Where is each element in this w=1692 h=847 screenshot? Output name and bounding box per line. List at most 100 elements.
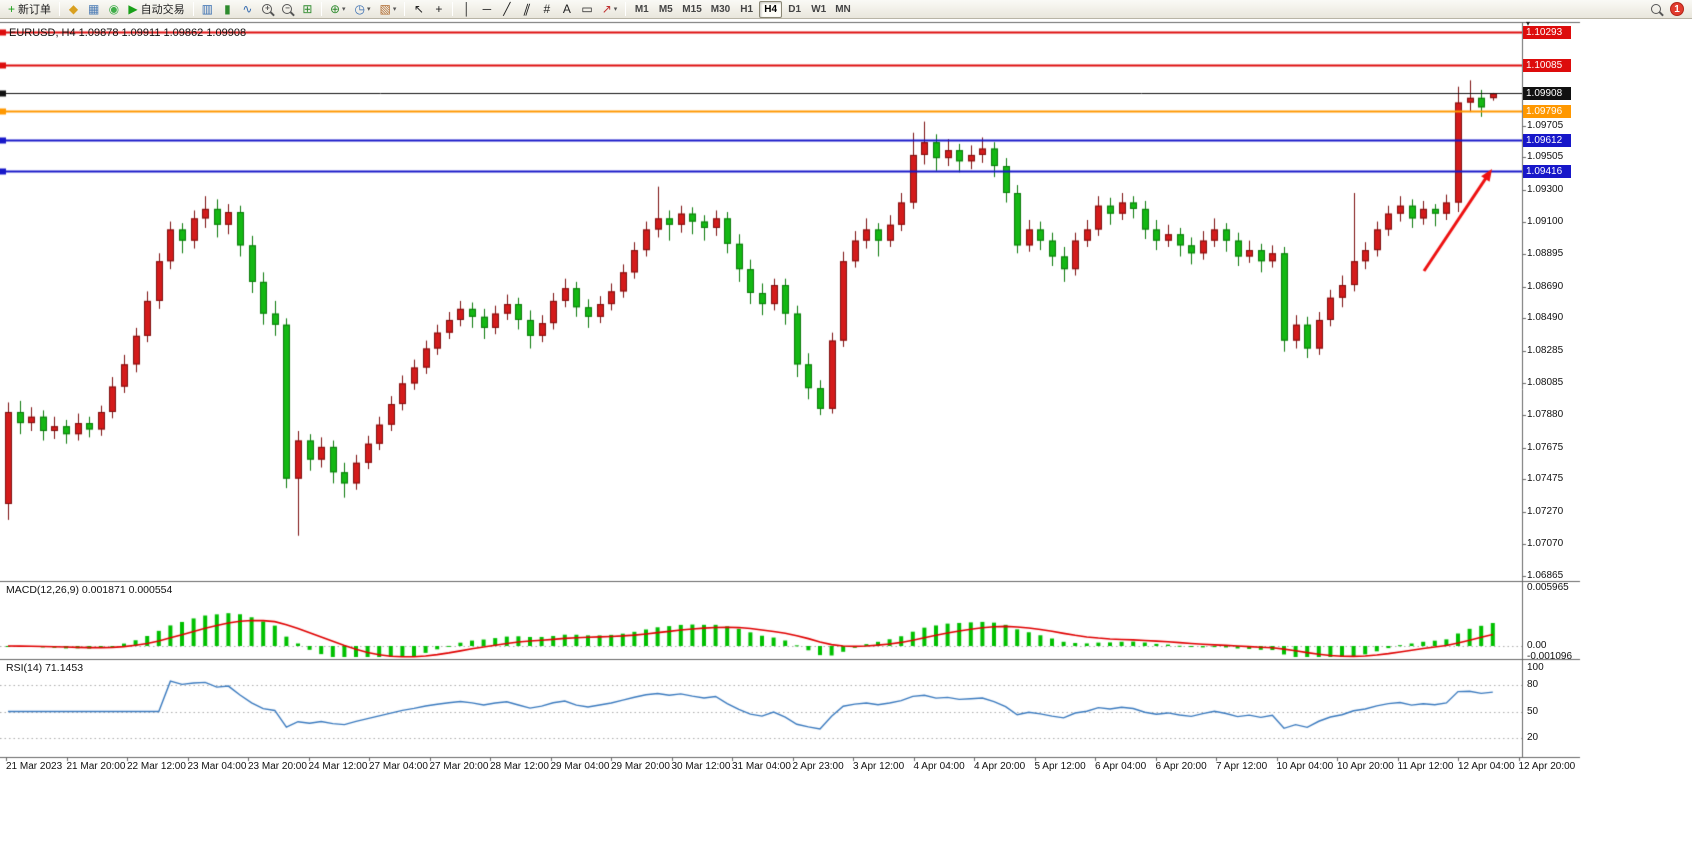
time-axis-label: 22 Mar 12:00 — [127, 761, 186, 772]
chart-window[interactable]: EURUSD, H4 1.09878 1.09911 1.09862 1.099… — [0, 19, 1692, 847]
time-axis-label: 28 Mar 12:00 — [490, 761, 549, 772]
macd-label: MACD(12,26,9) 0.001871 0.000554 — [6, 584, 173, 596]
data-window-icon[interactable]: ▦ — [84, 1, 103, 18]
price-axis-label: 1.08490 — [1527, 312, 1564, 324]
timeframe-mn[interactable]: MN — [835, 3, 851, 15]
price-line-badge: 1.10293 — [1523, 25, 1571, 39]
label-icon[interactable]: ▭ — [577, 1, 596, 18]
market-watch-icon[interactable]: ◆ — [64, 1, 83, 18]
time-axis-label: 23 Mar 04:00 — [187, 761, 247, 772]
horizontal-line-icon[interactable]: ─ — [477, 1, 496, 18]
dropdown-caret-icon[interactable]: ▾ — [392, 6, 397, 13]
time-axis-label: 7 Apr 12:00 — [1216, 761, 1268, 772]
new-order-button-label: 新订单 — [18, 4, 52, 16]
timeframe-h4[interactable]: H4 — [759, 0, 783, 18]
timeframe-m15[interactable]: M15 — [682, 3, 702, 15]
time-axis-label: 31 Mar 04:00 — [732, 761, 791, 772]
price-chart-canvas[interactable] — [0, 19, 1692, 847]
horizontal-line-icon: ─ — [482, 2, 492, 16]
templates-icon[interactable]: ▧ ▾ — [376, 1, 401, 18]
trendline-icon[interactable]: ╱ — [497, 1, 516, 18]
search-icon[interactable] — [1646, 1, 1665, 18]
main-toolbar: + 新订单 ◆ ▦ ◉ ▶ 自动交易 ▥ ▮ ∿ + − ⊞ ⊕ ▾ ◷ ▾ ▧ ▾ ↖ + │ ─ ╱ ∥ # A ▭ ↗ ▾ M1 M5 M… — [0, 0, 1692, 19]
timeframe-m5[interactable]: M5 — [658, 3, 673, 15]
timeframe-m1[interactable]: M1 — [634, 3, 649, 15]
price-axis-label: 1.08085 — [1527, 376, 1564, 388]
price-line-badge: 1.09612 — [1523, 133, 1571, 147]
magnifier-sign: − — [285, 3, 290, 13]
new-order-button[interactable]: + 新订单 — [4, 1, 55, 18]
indicators-icon[interactable]: ⊕ ▾ — [326, 1, 350, 18]
chart-title: EURUSD, H4 1.09878 1.09911 1.09862 1.099… — [9, 27, 247, 39]
time-axis-label: 2 Apr 23:00 — [792, 761, 844, 772]
periods-icon[interactable]: ◷ ▾ — [351, 1, 375, 18]
time-axis-label: 27 Mar 20:00 — [429, 761, 489, 772]
channel-icon[interactable]: ∥ — [517, 1, 536, 18]
text-icon[interactable]: A — [557, 1, 576, 18]
crosshair-icon: + — [435, 2, 443, 16]
tile-windows-icon[interactable]: ⊞ — [298, 1, 317, 18]
zoom-in-icon[interactable]: + — [258, 1, 277, 18]
fibonacci-icon[interactable]: # — [537, 1, 556, 18]
templates-icon: ▧ — [379, 2, 391, 16]
rsi-axis-label: 80 — [1527, 679, 1539, 691]
timeframe-h1[interactable]: H1 — [740, 3, 754, 15]
time-axis-label: 11 Apr 12:00 — [1397, 761, 1454, 772]
auto-trading-icon: ▶ — [128, 2, 138, 16]
dropdown-caret-icon[interactable]: ▾ — [367, 6, 371, 13]
dropdown-caret-icon[interactable]: ▾ — [342, 6, 346, 13]
vertical-line-icon[interactable]: │ — [457, 1, 476, 18]
zoom-out-icon: − — [282, 3, 293, 14]
time-axis-label: 27 Mar 04:00 — [369, 761, 428, 772]
timeframe-d1[interactable]: D1 — [788, 3, 802, 15]
time-axis-label: 12 Apr 20:00 — [1518, 761, 1576, 772]
toolbar-separator — [59, 2, 61, 16]
time-axis-label: 30 Mar 12:00 — [671, 761, 731, 772]
notification-badge[interactable]: 1 — [1670, 2, 1684, 16]
periods-icon: ◷ — [354, 2, 365, 16]
price-axis-label: 1.09300 — [1527, 183, 1564, 195]
search-icon — [1650, 4, 1661, 14]
rsi-axis-label: 20 — [1527, 731, 1539, 743]
price-axis-label: 1.08285 — [1527, 344, 1564, 356]
arrows-icon: ↗ — [601, 2, 612, 16]
price-axis-label: 1.09705 — [1527, 119, 1564, 131]
macd-axis-label: 0.00 — [1527, 640, 1547, 651]
timeframe-w1[interactable]: W1 — [811, 3, 827, 15]
arrows-icon[interactable]: ↗ ▾ — [598, 1, 622, 18]
navigator-icon: ◉ — [108, 2, 120, 16]
time-axis-label: 5 Apr 12:00 — [1034, 761, 1086, 772]
auto-trading-button[interactable]: ▶ 自动交易 — [124, 1, 188, 18]
rsi-axis-label: 50 — [1527, 705, 1539, 717]
zoom-in-icon: + — [262, 4, 273, 14]
toolbar-separator — [192, 2, 194, 16]
time-axis-label: 4 Apr 20:00 — [974, 761, 1026, 772]
price-axis-label: 1.06865 — [1527, 570, 1564, 582]
time-axis-label: 21 Mar 20:00 — [66, 761, 126, 772]
price-axis-label: 1.09505 — [1527, 151, 1564, 163]
price-line-badge: 1.10085 — [1523, 58, 1571, 72]
indicators-icon: ⊕ — [329, 2, 340, 16]
zoom-out-icon[interactable]: − — [278, 1, 297, 18]
price-axis-label: 1.07675 — [1527, 441, 1564, 453]
fibonacci-icon: # — [543, 2, 551, 16]
time-axis-label: 10 Apr 04:00 — [1276, 761, 1334, 772]
time-axis-label: 21 Mar 2023 — [6, 761, 63, 772]
time-axis-label: 23 Mar 20:00 — [248, 761, 307, 772]
price-scale-caret-icon[interactable]: ▾ — [1526, 19, 1531, 28]
navigator-icon[interactable]: ◉ — [104, 1, 123, 18]
data-window-icon: ▦ — [88, 2, 100, 16]
price-axis-label: 1.07475 — [1527, 473, 1564, 485]
price-line-badge: 1.09416 — [1523, 164, 1571, 178]
crosshair-icon[interactable]: + — [429, 1, 448, 18]
bar-chart-icon[interactable]: ▥ — [198, 1, 217, 18]
line-chart-icon[interactable]: ∿ — [238, 1, 257, 18]
trendline-icon: ╱ — [503, 2, 511, 16]
cursor-icon[interactable]: ↖ — [409, 1, 428, 18]
price-line-badge: 1.09908 — [1523, 86, 1571, 100]
timeframe-m30[interactable]: M30 — [710, 3, 731, 15]
candlestick-chart-icon[interactable]: ▮ — [218, 1, 237, 18]
market-watch-icon: ◆ — [68, 2, 79, 16]
dropdown-caret-icon[interactable]: ▾ — [613, 6, 618, 13]
